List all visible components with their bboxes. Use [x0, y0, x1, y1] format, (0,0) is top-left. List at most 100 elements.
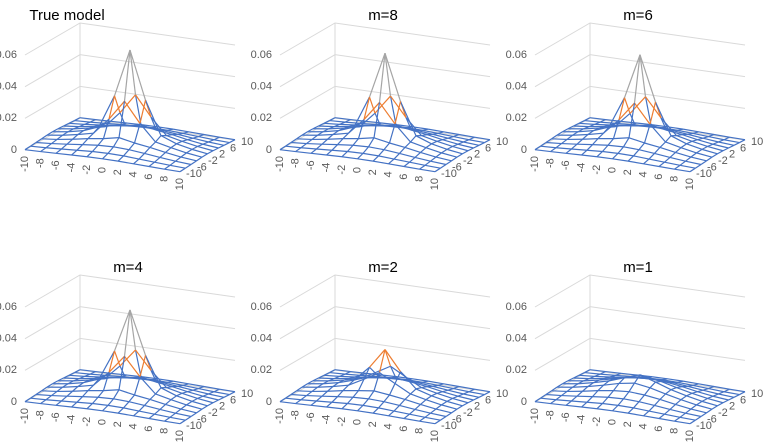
z-tick-label: 0.02: [506, 364, 527, 376]
surface-segment: [679, 160, 686, 166]
surface-segment: [128, 401, 145, 407]
surface-segment: [300, 143, 307, 149]
surface-segment: [306, 142, 323, 145]
surface-segment: [643, 415, 660, 420]
surface-segment: [603, 382, 620, 386]
surface-segment: [108, 355, 125, 373]
chart: m=200.020.040.06-10 -8 -6 -4 -2 0 2 4 6 8 101062-2…: [251, 259, 509, 442]
surface-segment: [321, 390, 328, 397]
surface-segment: [582, 134, 589, 140]
surface-segment: [617, 404, 634, 409]
y-tick-label: 2: [219, 149, 225, 161]
x-tick-label: 10: [684, 430, 696, 442]
surface-segment: [76, 396, 83, 403]
surface-segment: [659, 393, 666, 400]
surface-segment: [701, 397, 708, 402]
surface-segment: [82, 144, 99, 146]
surface-segment: [651, 376, 668, 380]
surface-segment: [612, 410, 629, 414]
surface-segment: [40, 150, 57, 154]
surface-segment: [442, 139, 459, 145]
surface-segment: [644, 96, 652, 126]
x-tick-label: -4: [320, 415, 332, 425]
surface-segment: [172, 128, 189, 133]
surface-segment: [123, 407, 140, 412]
surface-segment: [185, 415, 192, 421]
surface-segment: [113, 398, 130, 403]
surface-segment: [596, 156, 613, 160]
surface-segment: [664, 413, 681, 418]
surface-segment: [56, 386, 63, 392]
surface-segment: [649, 123, 666, 143]
surface-segment: [378, 53, 386, 103]
surface-segment: [431, 392, 438, 397]
surface-segment: [51, 394, 68, 397]
z-grid-line: [279, 54, 491, 88]
surface-segment: [300, 399, 317, 402]
surface-segment: [707, 143, 714, 148]
surface-segment: [670, 387, 677, 391]
surface-segment: [318, 377, 335, 380]
y-tick-label: 10: [496, 388, 508, 400]
surface-segment: [107, 146, 114, 154]
surface-segment: [119, 349, 136, 367]
surface-segment: [691, 140, 708, 148]
surface-segment: [698, 131, 715, 136]
surface-segment: [119, 94, 136, 114]
surface-segment: [123, 309, 131, 357]
surface-segment: [191, 400, 208, 407]
surface-segment: [660, 117, 668, 131]
surface-segment: [148, 165, 165, 170]
surface-segment: [415, 388, 432, 397]
surface-segment: [388, 158, 395, 165]
surface-segment: [686, 395, 703, 402]
surface-segment: [92, 402, 109, 406]
surface-segment: [467, 399, 474, 404]
surface-segment: [388, 383, 396, 396]
surface-segment: [380, 124, 397, 127]
surface-segment: [669, 408, 686, 414]
surface-segment: [125, 376, 142, 379]
surface-segment: [607, 390, 614, 398]
z-tick-label: 0.04: [506, 81, 527, 93]
surface-segment: [708, 387, 725, 393]
surface-segment: [607, 396, 624, 400]
z-tick-label: 0.06: [251, 49, 272, 61]
surface-segment: [71, 406, 88, 410]
surface-segment: [368, 146, 385, 151]
surface-segment: [441, 148, 448, 154]
surface-segment: [462, 402, 469, 407]
surface-segment: [414, 408, 431, 414]
surface-segment: [399, 147, 406, 154]
surface-segment: [368, 390, 375, 400]
surface-segment: [139, 376, 156, 395]
surface-segment: [566, 134, 573, 140]
x-tick-label: 0: [606, 419, 618, 425]
surface-segment: [634, 102, 651, 125]
surface-segment: [555, 395, 562, 401]
surface-segment: [638, 142, 645, 151]
surface-segment: [700, 160, 707, 165]
surface-segment: [447, 137, 464, 143]
surface-segment: [123, 155, 140, 160]
surface-segment: [403, 161, 410, 167]
surface-segment: [310, 400, 317, 406]
surface-segment: [352, 138, 359, 146]
surface-segment: [187, 391, 204, 397]
surface-segment: [393, 405, 400, 412]
surface-segment: [98, 350, 116, 380]
surface-segment: [180, 404, 187, 410]
surface-segment: [201, 405, 208, 410]
surface-segment: [623, 54, 641, 98]
surface-segment: [425, 395, 432, 401]
surface-segment: [129, 49, 147, 101]
surface-segment: [706, 156, 713, 162]
surface-segment: [374, 365, 391, 374]
surface-segment: [551, 386, 558, 392]
surface-segment: [658, 417, 675, 422]
surface-segment: [696, 404, 713, 410]
surface-segment: [140, 124, 157, 131]
surface-segment: [160, 135, 177, 145]
surface-segment: [690, 156, 707, 162]
